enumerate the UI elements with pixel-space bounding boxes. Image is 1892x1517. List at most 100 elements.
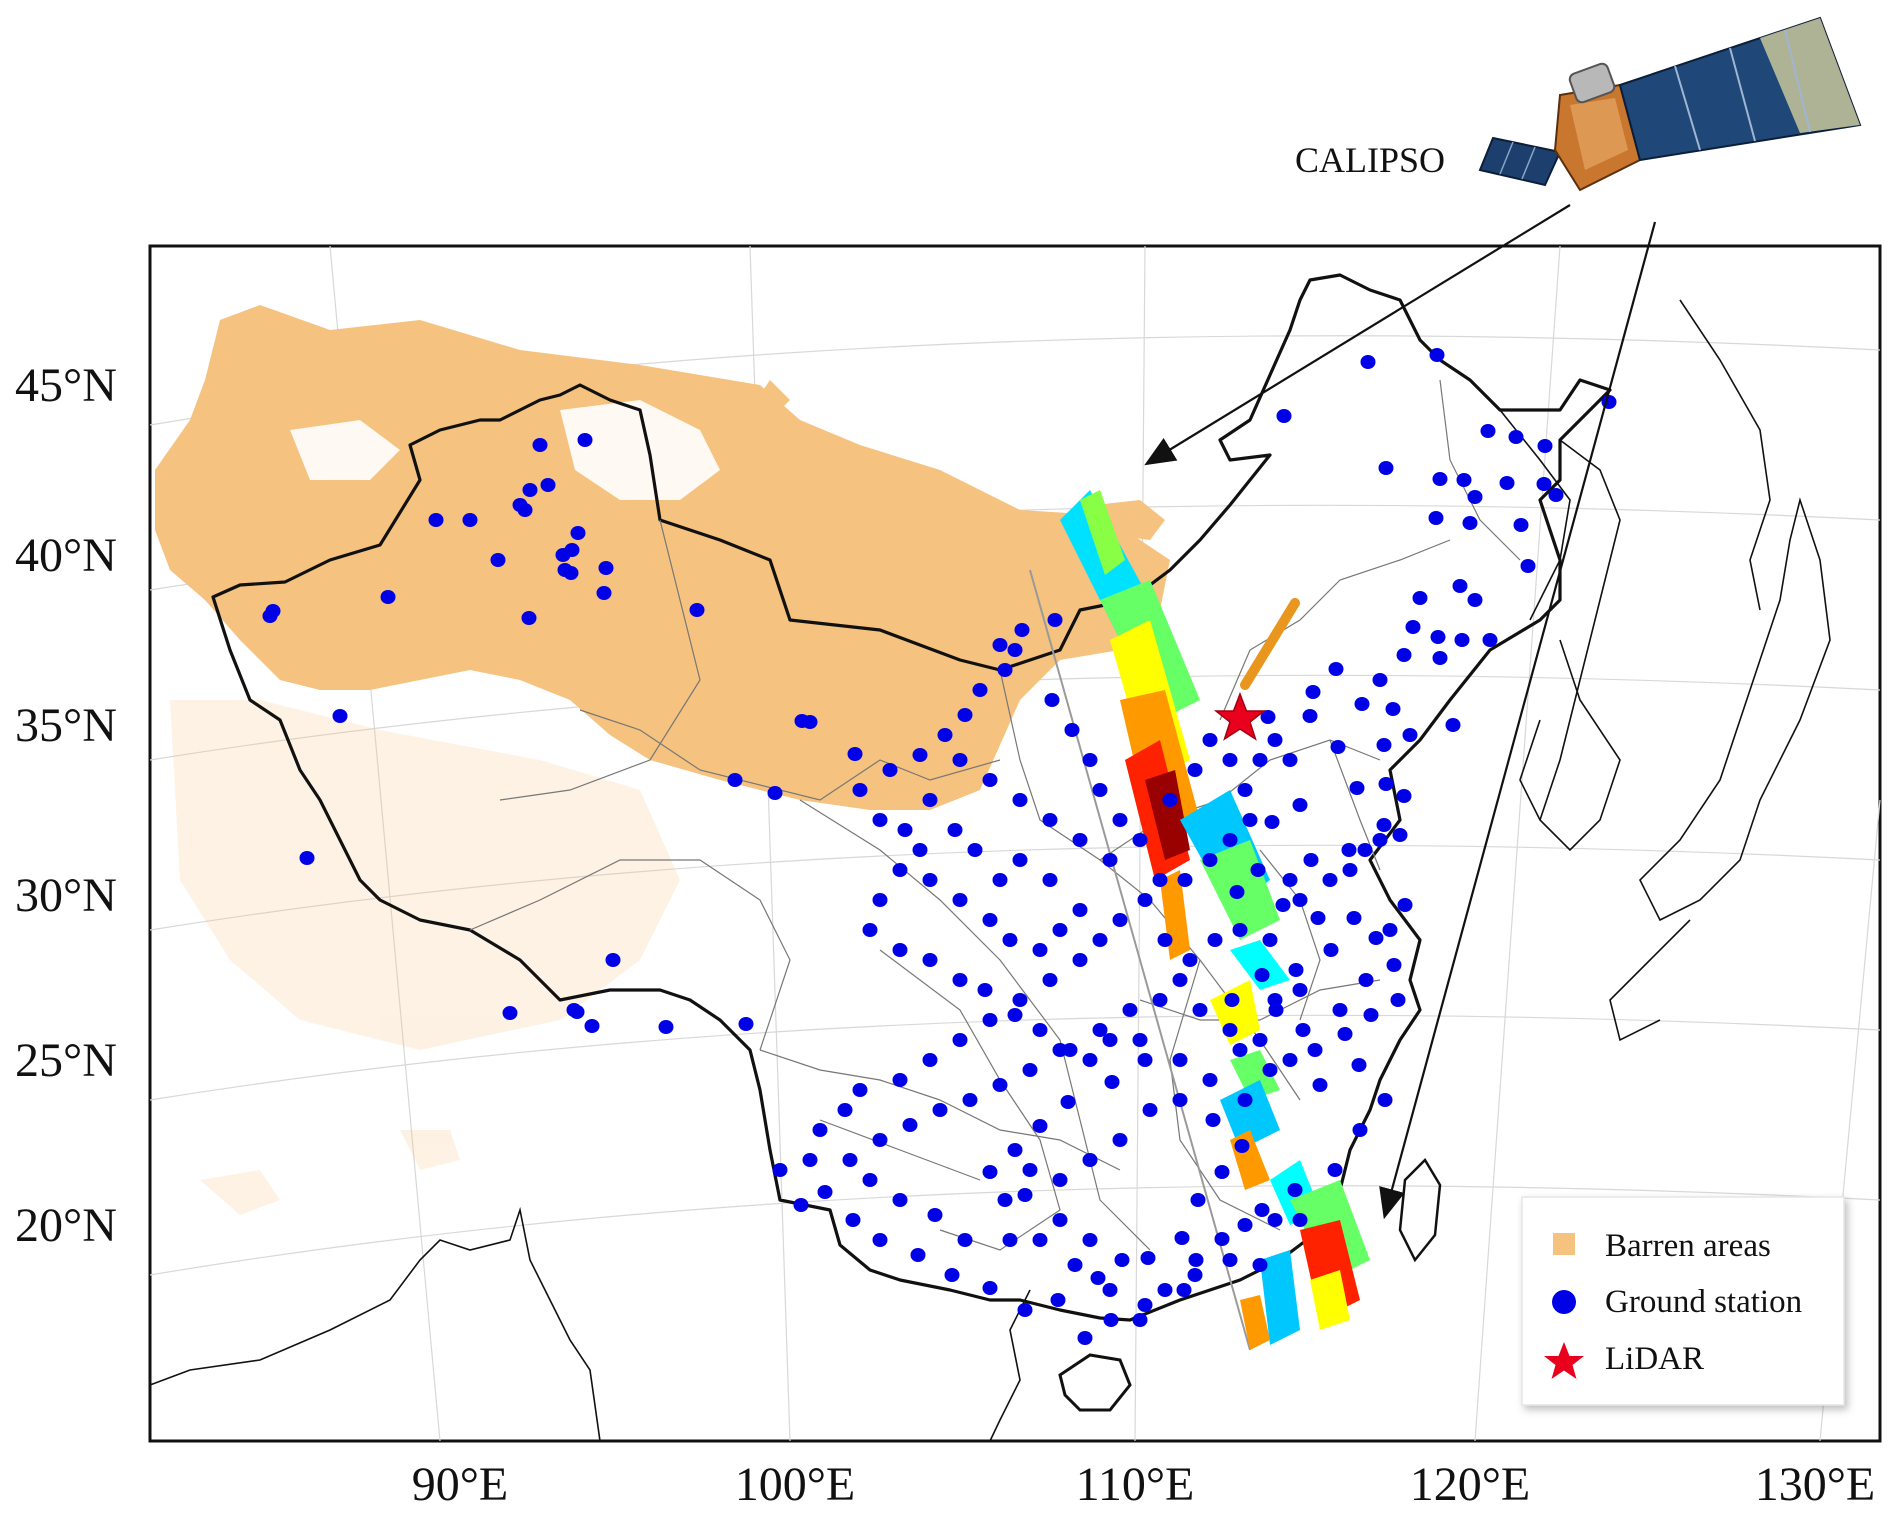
ground-station-dot	[1157, 933, 1173, 947]
ground-station-dot	[892, 1073, 908, 1087]
ground-station-dot	[872, 813, 888, 827]
ground-station-dot	[1205, 1113, 1221, 1127]
ground-station-dot	[1287, 1183, 1303, 1197]
ground-station-dot	[922, 953, 938, 967]
ground-station-dot	[872, 1133, 888, 1147]
ground-station-dot	[1090, 1271, 1106, 1285]
ground-station-dot	[1302, 709, 1318, 723]
ground-station-dot	[997, 1193, 1013, 1207]
ground-station-dot	[852, 1083, 868, 1097]
arrow-to-north	[1144, 204, 1571, 466]
taiwan-island	[1398, 1157, 1442, 1263]
ground-station-dot	[1052, 923, 1068, 937]
ground-station-dot	[952, 973, 968, 987]
ground-station-dot	[1137, 1298, 1153, 1312]
ground-station-dot	[1264, 815, 1280, 829]
ground-station-dot	[1007, 643, 1023, 657]
ground-station-dot	[1386, 958, 1402, 972]
lidar-beam	[1240, 598, 1300, 690]
legend-swatch-station	[1552, 1290, 1576, 1314]
ground-station-dot	[817, 1185, 833, 1199]
lidar-star	[1213, 691, 1267, 741]
ground-station-dot	[1232, 1043, 1248, 1057]
ground-station-dot	[1513, 518, 1529, 532]
ground-station-dot	[1250, 863, 1266, 877]
lat-label: 45°N	[15, 359, 117, 412]
ground-station-dot	[897, 823, 913, 837]
lon-label: 110°E	[1076, 1458, 1195, 1511]
ground-station-dot	[555, 548, 571, 562]
ground-station-dot	[1132, 833, 1148, 847]
ground-station-dot	[1072, 953, 1088, 967]
ground-station-dot	[1032, 943, 1048, 957]
ground-station-dot	[1282, 873, 1298, 887]
ground-station-dot	[1360, 355, 1376, 369]
ground-station-dot	[1499, 476, 1515, 490]
ground-station-dot	[1172, 973, 1188, 987]
ground-station-dot	[927, 1208, 943, 1222]
lat-label: 30°N	[15, 869, 117, 922]
ground-station-dot	[997, 663, 1013, 677]
ground-station-dot	[1224, 993, 1240, 1007]
ground-station-dot	[1295, 1023, 1311, 1037]
ground-station-dot	[1548, 488, 1564, 502]
ground-station-dot	[1207, 933, 1223, 947]
lon-label: 90°E	[412, 1458, 509, 1511]
ground-station-dot	[490, 553, 506, 567]
ground-station-dot	[972, 683, 988, 697]
ground-station-dot	[1177, 873, 1193, 887]
barren-sparse	[170, 700, 680, 1215]
ground-station-dot	[1262, 933, 1278, 947]
ground-station-dot	[1262, 1063, 1278, 1077]
lon-label: 130°E	[1755, 1458, 1876, 1511]
ground-station-dot	[1188, 1253, 1204, 1267]
ground-station-dot	[1102, 853, 1118, 867]
ground-station-dot	[1254, 1203, 1270, 1217]
ground-station-dot	[1312, 1078, 1328, 1092]
ground-station-dot	[1341, 843, 1357, 857]
ground-station-dot	[1012, 853, 1028, 867]
ground-station-dot	[1252, 1033, 1268, 1047]
ground-station-dot	[1305, 685, 1321, 699]
ground-station-dot	[845, 1213, 861, 1227]
ground-station-dot	[1254, 968, 1270, 982]
ground-station-dot	[1190, 1193, 1206, 1207]
ground-station-dot	[1067, 1258, 1083, 1272]
legend-swatch-barren	[1553, 1233, 1575, 1255]
ground-station-dot	[1132, 1033, 1148, 1047]
ground-station-dot	[1260, 710, 1276, 724]
ground-station-dot	[1112, 1133, 1128, 1147]
ground-station-dot	[1467, 593, 1483, 607]
ground-station-dot	[982, 1013, 998, 1027]
ground-station-dot	[957, 1233, 973, 1247]
ground-station-dot	[1376, 818, 1392, 832]
ground-station-dot	[1382, 923, 1398, 937]
ground-station-dot	[1103, 1313, 1119, 1327]
ground-station-dot	[1307, 1043, 1323, 1057]
ground-station-dot	[1292, 798, 1308, 812]
ground-station-dot	[1368, 931, 1384, 945]
ground-station-dot	[1232, 923, 1248, 937]
ground-station-dot	[1432, 651, 1448, 665]
ground-station-dot	[1252, 753, 1268, 767]
ground-station-dot	[1017, 1188, 1033, 1202]
ground-station-dot	[1482, 633, 1498, 647]
ground-station-dot	[1267, 733, 1283, 747]
ground-station-dot	[570, 526, 586, 540]
ground-station-dot	[952, 1033, 968, 1047]
ground-station-dot	[1192, 1003, 1208, 1017]
ground-station-dot	[947, 823, 963, 837]
ground-station-dot	[1396, 789, 1412, 803]
ground-station-dot	[577, 433, 593, 447]
ground-station-dot	[1012, 993, 1028, 1007]
ground-station-dot	[1092, 933, 1108, 947]
ground-station-dot	[1428, 511, 1444, 525]
ground-station-dot	[872, 1233, 888, 1247]
ground-station-dot	[1392, 828, 1408, 842]
ground-station-dot	[1072, 833, 1088, 847]
ground-station-dot	[982, 773, 998, 787]
ground-station-dot	[1052, 1213, 1068, 1227]
ground-station-dot	[1275, 898, 1291, 912]
ground-station-dot	[569, 1005, 585, 1019]
ground-station-dot	[1007, 1143, 1023, 1157]
